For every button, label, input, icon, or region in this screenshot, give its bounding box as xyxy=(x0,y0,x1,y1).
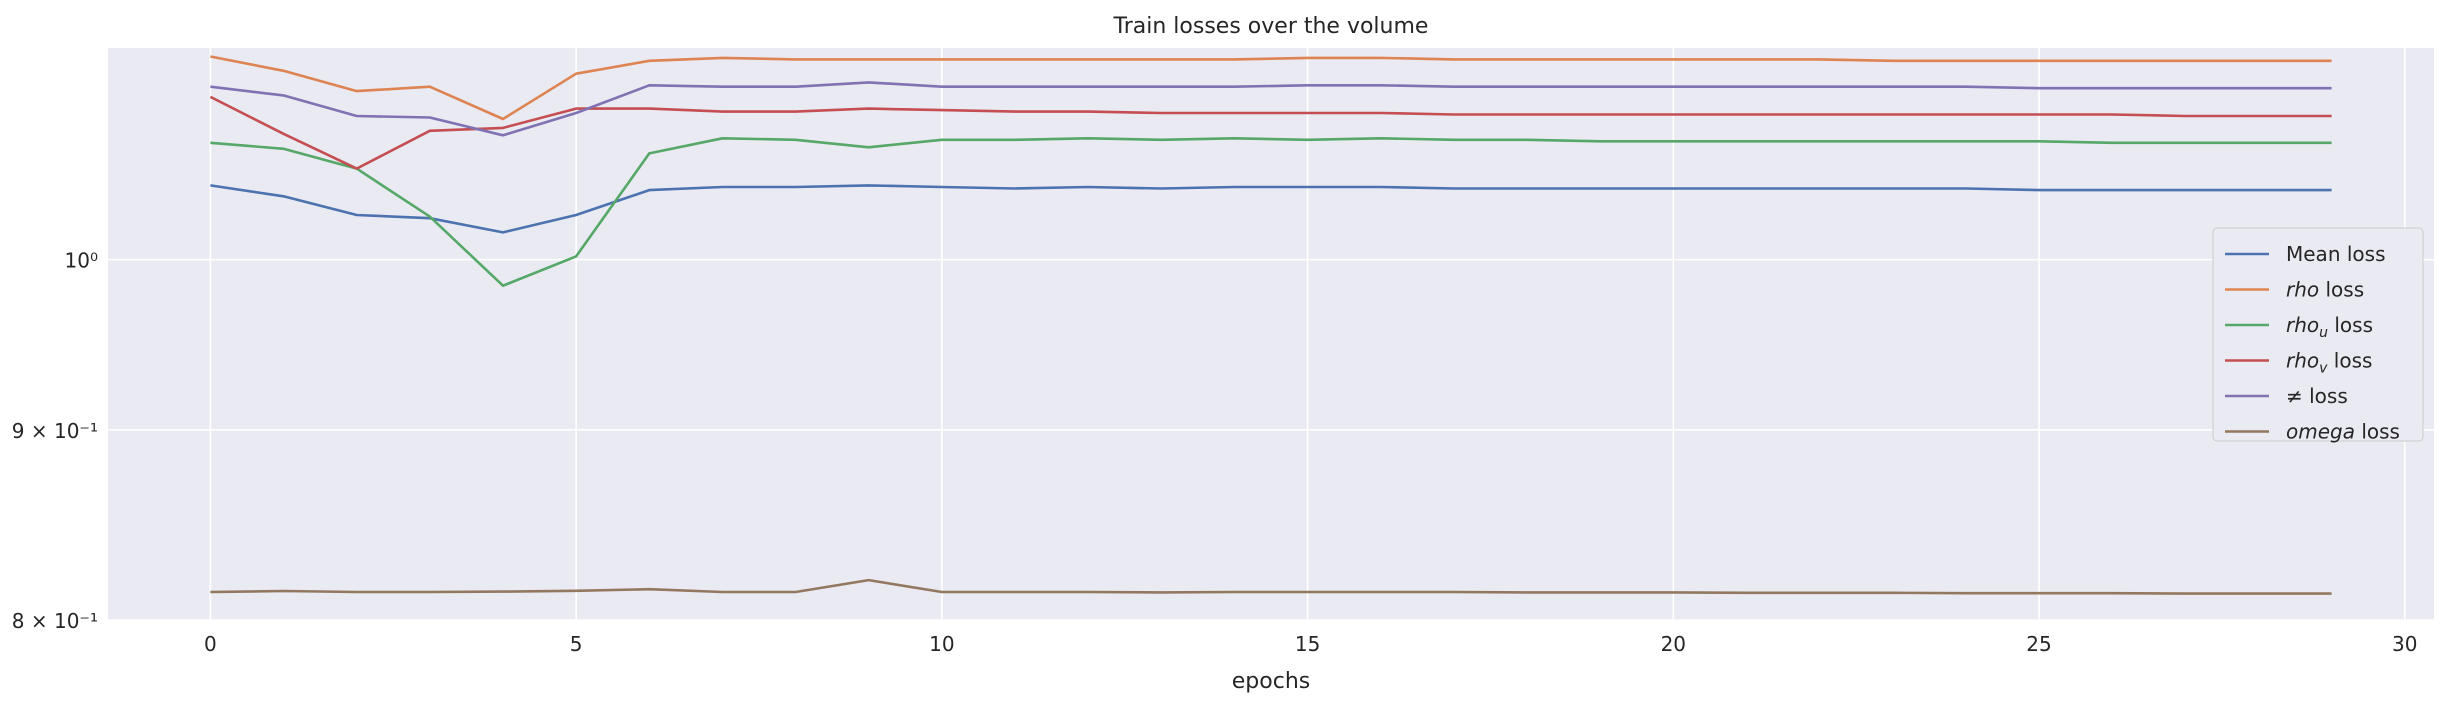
series-lines xyxy=(209,55,2332,595)
plot-area xyxy=(108,48,2434,620)
series-line-rho-u-loss xyxy=(210,137,2332,288)
legend-box xyxy=(2212,227,2424,442)
legend-entry: rhov loss xyxy=(2286,349,2372,377)
y-tick-label: 8 × 10⁻¹ xyxy=(12,609,98,633)
y-tick-label: 9 × 10⁻¹ xyxy=(12,419,98,443)
x-tick-label: 30 xyxy=(2392,632,2417,656)
x-tick-label: 0 xyxy=(204,632,217,656)
x-tick-labels: 0 5 10 15 20 25 30 xyxy=(204,632,2417,656)
legend-entry: Mean loss xyxy=(2286,242,2385,266)
series-line-loss xyxy=(210,81,2332,137)
series-line-omega-loss xyxy=(210,578,2332,595)
x-tick-label: 15 xyxy=(1295,632,1320,656)
legend-entry: omega loss xyxy=(2286,420,2400,444)
legend-entry: rho loss xyxy=(2286,278,2364,302)
series-line-rho-v-loss xyxy=(209,95,2332,170)
legend-entry: ≠ loss xyxy=(2286,384,2348,408)
series-line-rho-loss xyxy=(210,55,2332,121)
y-tick-label: 10⁰ xyxy=(65,249,98,273)
legend-entry: rhou loss xyxy=(2286,313,2373,341)
legend: Mean loss rho loss rhou loss rhov loss ≠ los… xyxy=(2212,227,2424,444)
grid-lines xyxy=(108,48,2434,621)
x-tick-label: 10 xyxy=(929,632,954,656)
x-tick-label: 5 xyxy=(570,632,583,656)
x-tick-label: 20 xyxy=(1661,632,1686,656)
series-line-mean-loss xyxy=(210,184,2332,234)
x-axis-label: epochs xyxy=(1232,669,1310,694)
chart-title: Train losses over the volume xyxy=(1113,14,1429,39)
y-tick-labels: 8 × 10⁻¹ 9 × 10⁻¹ 10⁰ xyxy=(12,249,98,633)
x-tick-label: 25 xyxy=(2026,632,2051,656)
